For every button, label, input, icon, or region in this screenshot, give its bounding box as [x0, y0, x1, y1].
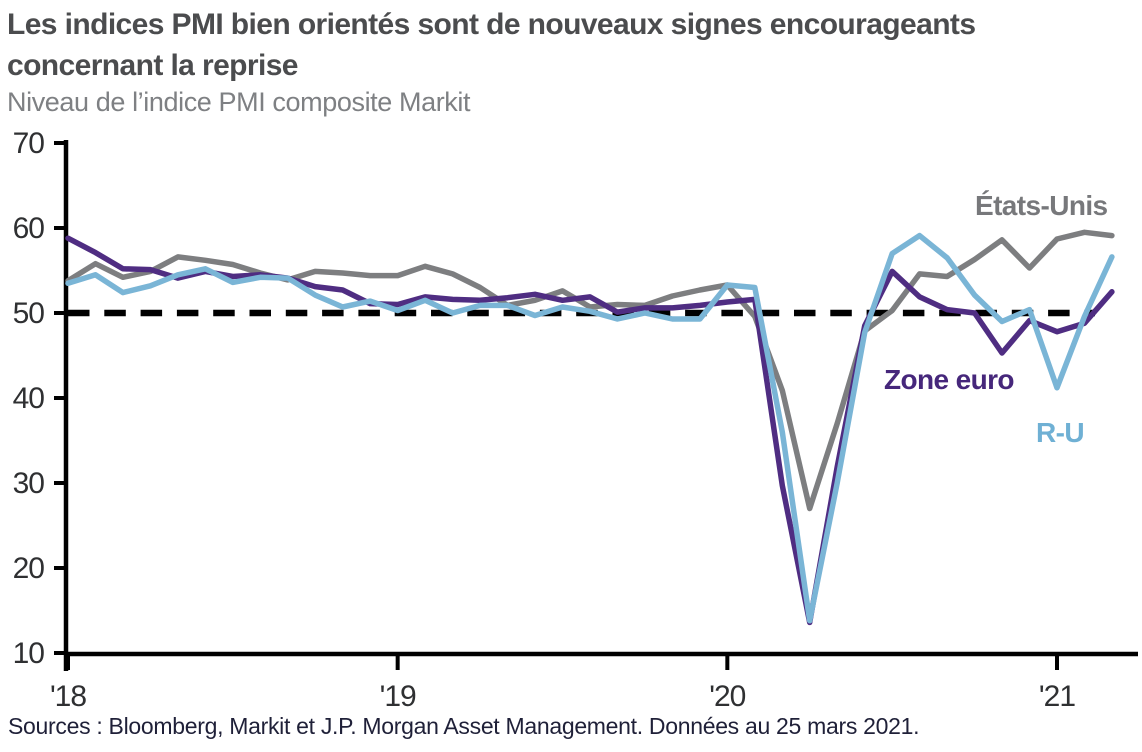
y-tick-label: 40 [13, 382, 45, 415]
x-tick-label: '21 [1039, 680, 1075, 713]
y-tick-label: 60 [13, 212, 45, 245]
series-label-zone-euro: Zone euro [884, 364, 1015, 395]
y-tick-label: 10 [13, 637, 45, 670]
y-tick-label: 20 [13, 552, 45, 585]
chart-subtitle: Niveau de l’indice PMI composite Markit [7, 87, 471, 117]
y-tick-label: 70 [13, 127, 45, 160]
chart-title-line-2: concernant la reprise [7, 49, 298, 82]
x-tick-label: '18 [50, 680, 86, 713]
series-label-etats-unis: États-Unis [975, 190, 1108, 221]
y-tick-label: 50 [13, 297, 45, 330]
series-line-1-zone-euro [65, 235, 1115, 626]
x-tick-label: '20 [709, 680, 745, 713]
series-label-r-u: R-U [1036, 417, 1085, 448]
y-tick-label: 30 [13, 467, 45, 500]
chart-title-line-1: Les indices PMI bien orientés sont de no… [7, 8, 976, 41]
series-line-0--tats-unis [65, 229, 1115, 512]
source-note: Sources : Bloomberg, Markit et J.P. Morg… [8, 713, 920, 739]
x-tick-label: '19 [380, 680, 416, 713]
series-line-2-r-u [65, 232, 1115, 624]
